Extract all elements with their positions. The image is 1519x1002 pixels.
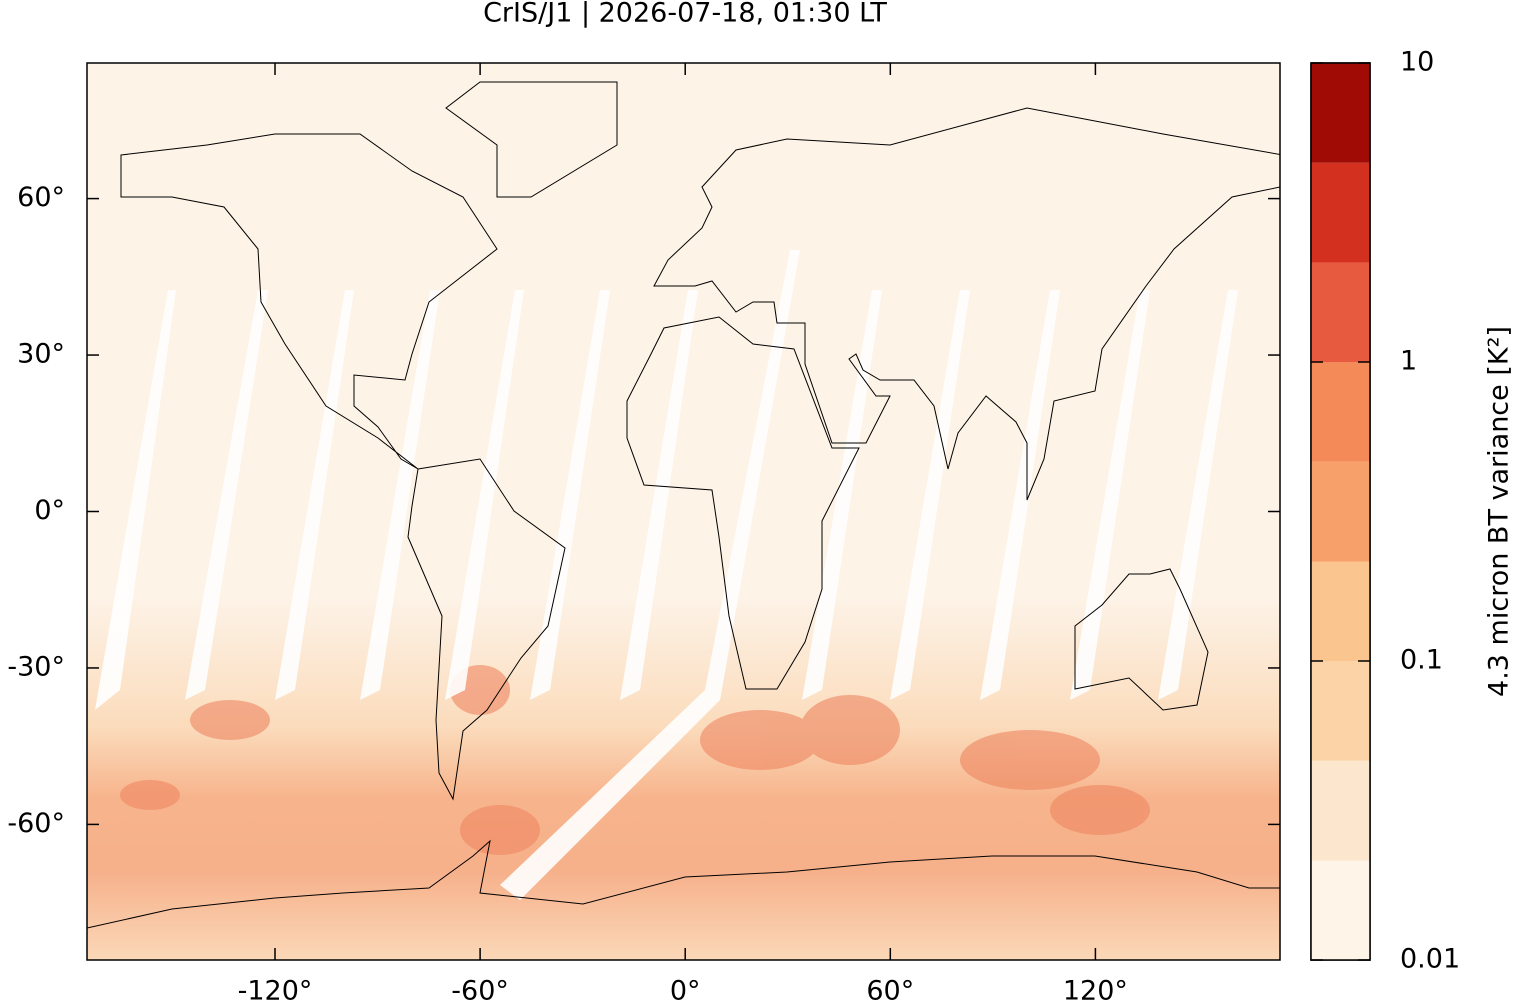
x-tick-label: -60° [451,976,509,1002]
colorbar-segment [1311,63,1370,163]
colorbar-segment [1311,661,1370,761]
y-tick-label: 30° [17,339,65,370]
colorbar-segment [1311,362,1370,462]
colorbar-segment [1311,461,1370,562]
colorbar-segment [1311,162,1370,263]
y-tick-label: -30° [7,651,65,682]
y-tick-label: 60° [17,182,65,213]
x-tick-label: 120° [1063,976,1128,1002]
colorbar-segment [1311,860,1370,960]
colorbar-tick-label: 10 [1400,47,1434,78]
coastlines [87,81,1280,929]
colorbar-segment [1311,561,1370,661]
colorbar-segment [1311,760,1370,861]
colorbar-label: 4.3 micron BT variance [K²] [1484,326,1515,697]
chart-title: CrIS/J1 | 2026-07-18, 01:30 LT [483,0,887,29]
colorbar-outline [1310,62,1371,961]
y-tick-label: -60° [7,808,65,839]
x-tick-label: 60° [866,976,914,1002]
field [87,63,1280,960]
colorbar-tick-label: 1 [1400,346,1417,377]
colorbar-segment [1311,262,1370,362]
colorbar-tick-label: 0.01 [1400,944,1460,975]
x-tick-label: -120° [238,976,313,1002]
y-tick-label: 0° [34,495,65,526]
colorbar-tick-label: 0.1 [1400,645,1443,676]
x-tick-label: 0° [670,976,701,1002]
